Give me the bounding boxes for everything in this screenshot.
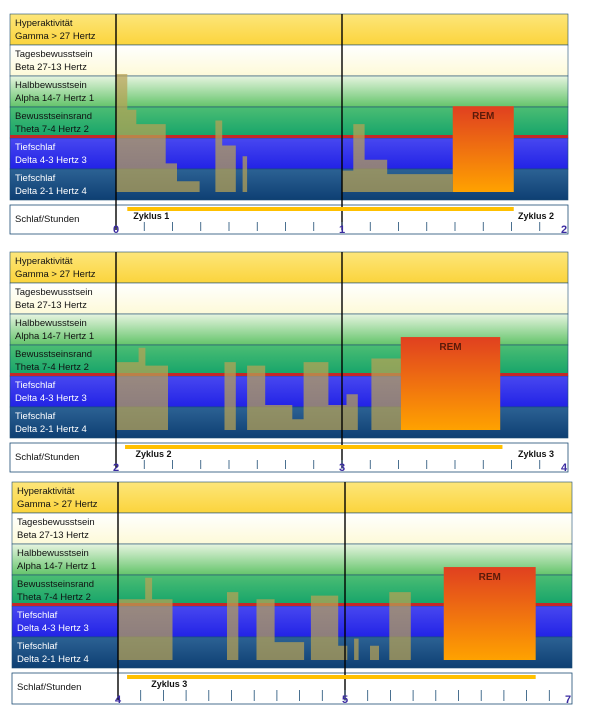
band-5-name: Tiefschlaf [15,380,56,391]
rem-label: REM [479,572,501,583]
band-1-background [11,481,573,514]
band-3-name: Halbbewusstsein [15,318,87,329]
cycle-duration-bar [127,207,514,211]
band-2-frequency: Beta 27-13 Hertz [17,530,89,541]
band-1-name: Hyperaktivität [17,486,75,497]
time-axis-label: Schlaf/Stunden [15,452,79,463]
band-3-frequency: Alpha 14-7 Hertz 1 [15,93,94,104]
band-6-name: Tiefschlaf [17,641,58,652]
deep-sleep-threshold-line [12,603,572,606]
next-cycle-label: Zyklus 2 [518,211,554,221]
band-3-frequency: Alpha 14-7 Hertz 1 [15,331,94,342]
sleep-cycle-panel-3: Hyperaktivität Gamma > 27 Hertz Tagesbewus… [0,476,589,709]
band-2-name: Tagesbewusstsein [17,517,95,528]
sleep-depth-hypnogram [116,347,401,430]
hour-label: 2 [561,224,567,236]
band-5-frequency: Delta 4-3 Hertz 3 [17,623,89,634]
band-1-background [9,251,569,284]
band-3-frequency: Alpha 14-7 Hertz 1 [17,561,96,572]
deep-sleep-threshold-line [10,373,568,376]
band-6-name: Tiefschlaf [15,411,56,422]
rem-label: REM [472,111,494,122]
sleep-cycle-panel-2: Hyperaktivität Gamma > 27 Hertz Tagesbewus… [0,238,589,476]
band-4-frequency: Theta 7-4 Hertz 2 [15,362,89,373]
hour-label: 4 [561,462,568,474]
band-4-frequency: Theta 7-4 Hertz 2 [15,124,89,135]
band-6-frequency: Delta 2-1 Hertz 4 [15,186,87,197]
rem-label: REM [439,342,461,353]
band-2-background [9,44,569,77]
sleep-cycle-panel-1: Hyperaktivität Gamma > 27 Hertz Tagesbewus… [0,0,589,238]
hour-label: 7 [565,694,571,706]
hour-label: 2 [113,462,119,474]
next-cycle-label: Zyklus 3 [518,449,554,459]
hour-label: 4 [115,694,122,706]
band-3-name: Halbbewusstsein [15,80,87,91]
band-4-name: Bewusstseinsrand [17,579,94,590]
band-1-frequency: Gamma > 27 Hertz [15,269,96,280]
band-4-name: Bewusstseinsrand [15,111,92,122]
cycle-label: Zyklus 3 [151,679,187,689]
band-6-frequency: Delta 2-1 Hertz 4 [15,424,87,435]
sleep-chart-2: Hyperaktivität Gamma > 27 Hertz Tagesbewus… [9,251,569,474]
band-4-frequency: Theta 7-4 Hertz 2 [17,592,91,603]
band-3-name: Halbbewusstsein [17,548,89,559]
band-5-name: Tiefschlaf [17,610,58,621]
band-2-frequency: Beta 27-13 Hertz [15,300,87,311]
band-6-name: Tiefschlaf [15,173,56,184]
band-1-name: Hyperaktivität [15,18,73,29]
band-5-frequency: Delta 4-3 Hertz 3 [15,393,87,404]
band-5-name: Tiefschlaf [15,142,56,153]
band-2-name: Tagesbewusstsein [15,49,93,60]
band-1-frequency: Gamma > 27 Hertz [15,31,96,42]
band-2-background [9,282,569,315]
sleep-chart-1: Hyperaktivität Gamma > 27 Hertz Tagesbewus… [9,13,569,236]
cycle-label: Zyklus 2 [136,449,172,459]
band-2-background [11,512,573,545]
band-3-background [9,75,569,108]
hour-label: 3 [339,462,345,474]
band-1-name: Hyperaktivität [15,256,73,267]
deep-sleep-threshold-line [10,135,568,138]
band-4-name: Bewusstseinsrand [15,349,92,360]
cycle-label: Zyklus 1 [133,211,169,221]
sleep-depth-hypnogram [116,74,453,192]
cycle-duration-bar [125,445,503,449]
hour-label: 5 [342,694,348,706]
band-6-frequency: Delta 2-1 Hertz 4 [17,654,89,665]
band-2-frequency: Beta 27-13 Hertz [15,62,87,73]
hour-label: 1 [339,224,345,236]
sleep-chart-3: Hyperaktivität Gamma > 27 Hertz Tagesbewus… [11,481,573,706]
rem-phase-block [452,106,514,192]
time-axis-label: Schlaf/Stunden [15,214,79,225]
rem-phase-block [443,567,536,660]
band-5-frequency: Delta 4-3 Hertz 3 [15,155,87,166]
time-axis-label: Schlaf/Stunden [17,682,81,693]
sleep-depth-hypnogram [118,577,444,660]
band-1-frequency: Gamma > 27 Hertz [17,499,98,510]
hour-label: 0 [113,224,119,236]
band-1-background [9,13,569,46]
band-2-name: Tagesbewusstsein [15,287,93,298]
rem-phase-block [400,337,501,430]
cycle-duration-bar [127,675,536,679]
